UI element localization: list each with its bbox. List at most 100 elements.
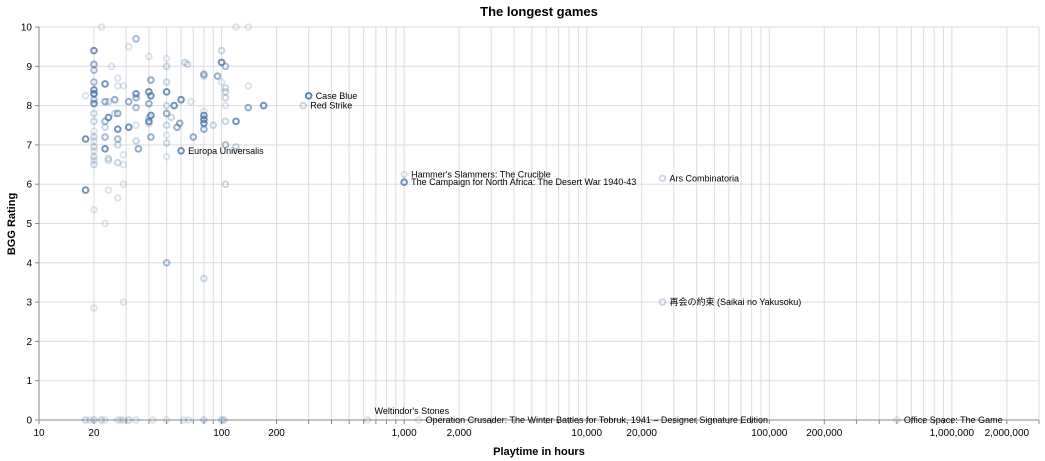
y-tick-label: 8 (26, 101, 32, 112)
data-point (81, 135, 90, 143)
x-tick-label: 100,000 (751, 428, 788, 439)
axes: 0 1 2 3 4 5 6 7 8 9 10 10 20 100 200 1,000 2,000 10,000 20… (21, 23, 1040, 439)
data-point (181, 58, 189, 67)
labeled-data-point (658, 174, 667, 183)
x-tick-label: 1,000,000 (930, 428, 975, 439)
data-point (232, 146, 240, 155)
point-label: 再会の約束 (Saikai no Yakusoku) (669, 296, 801, 307)
data-point (213, 72, 222, 80)
data-point (200, 111, 208, 120)
data-point (101, 416, 109, 424)
point-label: Office Space: The Game (904, 415, 1003, 425)
data-point (217, 46, 226, 55)
y-tick-label: 6 (26, 180, 32, 191)
data-point (104, 97, 113, 106)
labeled-data-point (304, 91, 313, 100)
data-point (119, 180, 128, 188)
x-tick-label: 10,000 (571, 428, 602, 439)
data-point (90, 117, 98, 126)
data-point (200, 72, 208, 80)
data-point (90, 95, 98, 104)
data-point (162, 416, 171, 424)
data-point (90, 156, 98, 165)
data-point (184, 416, 193, 424)
data-point (162, 101, 171, 110)
data-point (179, 416, 188, 424)
data-point (132, 34, 140, 43)
data-point (110, 95, 119, 104)
data-point (244, 103, 253, 112)
data-point (116, 416, 125, 424)
data-point (90, 86, 98, 94)
data-point (113, 141, 122, 149)
data-point (221, 117, 230, 126)
data-point (90, 133, 98, 141)
data-point (113, 82, 122, 90)
data-point (113, 125, 122, 133)
labeled-data-point (414, 416, 423, 424)
data-point (90, 99, 98, 108)
data-point (110, 109, 119, 118)
data-point (162, 139, 171, 147)
data-point (162, 109, 171, 118)
x-tick-label: 20 (88, 428, 100, 439)
data-point (162, 62, 171, 71)
labeled-data-point (658, 298, 667, 306)
point-label: Hammer's Slammers: The Crucible (411, 169, 551, 179)
data-point (132, 121, 140, 130)
data-point (147, 76, 155, 84)
data-point (162, 121, 171, 130)
data-point (221, 101, 230, 110)
x-tick-label: 100 (213, 428, 230, 439)
data-point (86, 416, 94, 424)
point-label: Europa Universalis (188, 146, 264, 156)
data-point (90, 46, 98, 55)
data-point (101, 123, 109, 132)
data-point (221, 62, 230, 71)
chart-title: The longest games (480, 4, 598, 19)
data-point (101, 97, 109, 106)
data-point (217, 58, 226, 67)
data-point (162, 88, 171, 96)
data-point (220, 416, 228, 424)
data-point (221, 88, 230, 96)
point-label: The Campaign for North Africa: The Deser… (411, 177, 636, 187)
data-points (81, 23, 901, 424)
data-point (200, 70, 208, 78)
data-point (124, 416, 133, 424)
y-tick-label: 5 (26, 219, 32, 230)
data-point (132, 103, 140, 112)
data-point (104, 113, 113, 122)
data-point (90, 137, 98, 145)
data-point (187, 97, 195, 106)
data-point (162, 54, 171, 63)
data-point (90, 146, 98, 155)
data-point (200, 274, 208, 283)
data-point (232, 23, 240, 31)
data-point (124, 97, 133, 106)
data-point (101, 133, 109, 141)
data-point (244, 23, 253, 31)
y-tick-label: 7 (26, 140, 32, 151)
data-point (232, 143, 240, 151)
x-tick-label: 200,000 (806, 428, 843, 439)
x-axis-title: Playtime in hours (493, 446, 585, 458)
y-tick-label: 2 (26, 337, 32, 348)
y-tick-label: 0 (26, 416, 32, 427)
point-label: Weltindor's Stones (375, 406, 450, 416)
data-point (145, 99, 153, 108)
data-point (170, 101, 178, 110)
data-point (221, 141, 230, 149)
data-point (113, 135, 122, 143)
data-point (107, 62, 116, 71)
data-point (97, 23, 106, 31)
y-tick-label: 3 (26, 298, 32, 309)
y-tick-label: 1 (26, 376, 32, 387)
y-tick-label: 9 (26, 62, 32, 73)
x-tick-label: 2,000 (447, 428, 472, 439)
y-tick-label: 4 (26, 258, 32, 269)
data-point (132, 416, 140, 424)
data-point (90, 66, 98, 75)
y-tick-label: 10 (21, 23, 33, 34)
